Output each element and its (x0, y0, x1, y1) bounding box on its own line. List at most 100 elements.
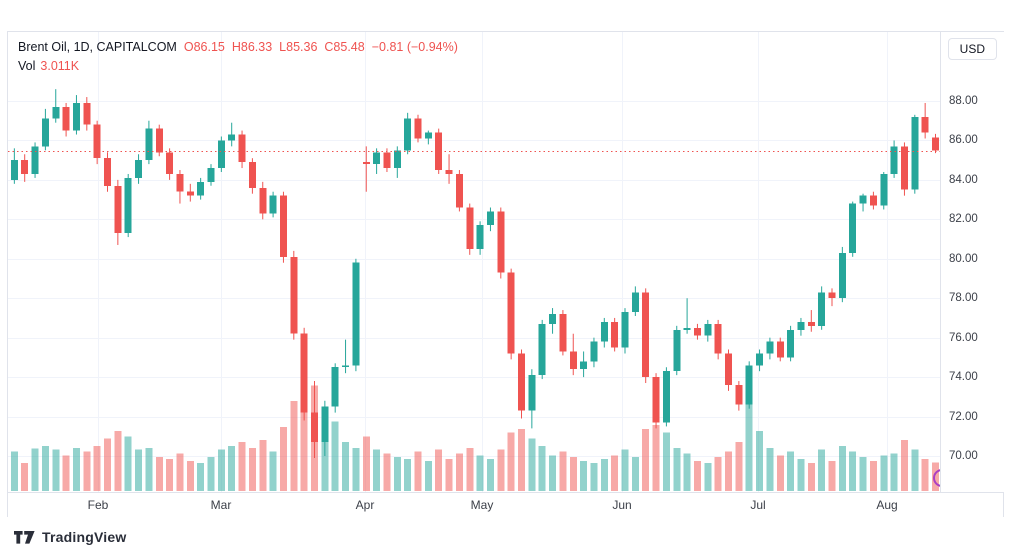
volume-bar (41, 445, 49, 491)
volume-bar (404, 459, 412, 491)
candle-body (342, 365, 350, 368)
volume-bar (869, 460, 877, 491)
candle-body (52, 106, 60, 119)
price-axis-label: 80.00 (949, 253, 978, 265)
volume-bar (10, 451, 18, 491)
volume-bar (62, 455, 70, 491)
candle-body (197, 181, 205, 196)
candle-body (62, 106, 70, 131)
candle-body (362, 162, 370, 165)
time-axis-label: Aug (876, 498, 898, 512)
volume-value: 3.011K (40, 59, 80, 73)
candle-body (414, 118, 422, 139)
candle-body (725, 353, 732, 385)
candle-body (321, 406, 329, 443)
volume-bar (217, 449, 225, 491)
volume-bar (197, 462, 205, 491)
tradingview-logo-text: TradingView (42, 529, 127, 545)
candle-body (538, 323, 546, 376)
candle-body (631, 292, 639, 313)
candle-body (373, 152, 381, 165)
price-axis[interactable]: 88.00 86.00 84.00 82.00 80.00 78.00 76.00 74.00… (940, 32, 1004, 492)
volume-bar (880, 455, 888, 491)
volume-bar (838, 445, 846, 491)
volume-bar (497, 449, 505, 491)
candle-body (683, 327, 691, 330)
candle-body (869, 195, 877, 206)
volume-bar (849, 451, 857, 491)
volume-bar (787, 451, 795, 491)
candle-body (31, 146, 39, 174)
volume-bar (807, 462, 815, 491)
candle-body (93, 124, 101, 159)
candle-body (259, 187, 267, 214)
candle-body (486, 211, 494, 226)
volume-bar (776, 455, 784, 491)
candle-body (921, 116, 929, 133)
candle-body (662, 371, 670, 423)
candlestick-chart[interactable] (8, 32, 940, 492)
volume-bar (393, 457, 401, 491)
candle-body (528, 375, 536, 411)
volume-bar (569, 457, 577, 491)
time-axis-label: May (470, 498, 494, 512)
time-axis[interactable]: Feb Mar Apr May Jun Jul Aug (8, 492, 1003, 517)
volume-bar (466, 447, 474, 491)
volume-bar (352, 447, 360, 491)
candle-body (155, 128, 163, 153)
candle-body (735, 384, 743, 405)
candle-body (497, 211, 505, 273)
volume-bar (507, 432, 515, 491)
time-axis-label: Jun (612, 498, 632, 512)
volume-bar (124, 436, 132, 491)
volume-bar (166, 459, 174, 491)
candle-body (466, 207, 474, 249)
candle-body (383, 152, 391, 169)
candle-body (135, 160, 143, 178)
volume-bar (528, 438, 536, 491)
volume-bar (21, 462, 29, 491)
volume-bar (518, 428, 525, 491)
candle-body (673, 329, 681, 372)
volume-bar (921, 459, 929, 491)
candle-body (787, 329, 795, 358)
volume-bar (652, 425, 660, 491)
volume-bar (756, 430, 764, 491)
candle-body (10, 160, 18, 180)
candle-body (207, 168, 215, 182)
ohlc-l-value: L85.36 (279, 40, 318, 54)
volume-bar (31, 448, 39, 491)
candle-body (600, 321, 608, 342)
volume-bar (290, 400, 298, 491)
candle-body (186, 191, 194, 196)
volume-bar (238, 442, 246, 491)
candle-body (72, 102, 80, 131)
volume-bar (342, 442, 350, 491)
volume-bar (135, 449, 143, 491)
candle-body (569, 351, 577, 370)
candle-body (890, 146, 898, 174)
price-chart-pane[interactable] (8, 32, 940, 492)
candle-body (145, 128, 153, 161)
volume-bar (455, 453, 463, 491)
volume-bar (414, 451, 422, 491)
volume-label: Vol (18, 59, 36, 73)
tradingview-attribution[interactable]: TradingView (14, 529, 126, 545)
change-value: −0.81 (−0.94%) (371, 40, 458, 54)
volume-bar (155, 457, 163, 491)
candle-body (549, 313, 557, 324)
volume-bar (745, 400, 753, 491)
volume-bar (259, 440, 267, 491)
volume-bar (859, 457, 867, 491)
candle-body (300, 333, 308, 413)
candle-body (766, 341, 774, 354)
ohlc-values: O86.15 H86.33 L85.36 C85.48 (177, 40, 365, 54)
candle-body (445, 170, 453, 174)
candle-body (849, 203, 857, 253)
candle-body (900, 146, 908, 190)
currency-button[interactable]: USD (947, 38, 997, 60)
volume-bar (383, 453, 391, 491)
chart-legend: Brent Oil, 1D, CAPITALCOM O86.15 H86.33 L85… (18, 38, 458, 76)
symbol-title[interactable]: Brent Oil, 1D, CAPITALCOM (18, 40, 177, 54)
volume-bar (300, 378, 308, 491)
